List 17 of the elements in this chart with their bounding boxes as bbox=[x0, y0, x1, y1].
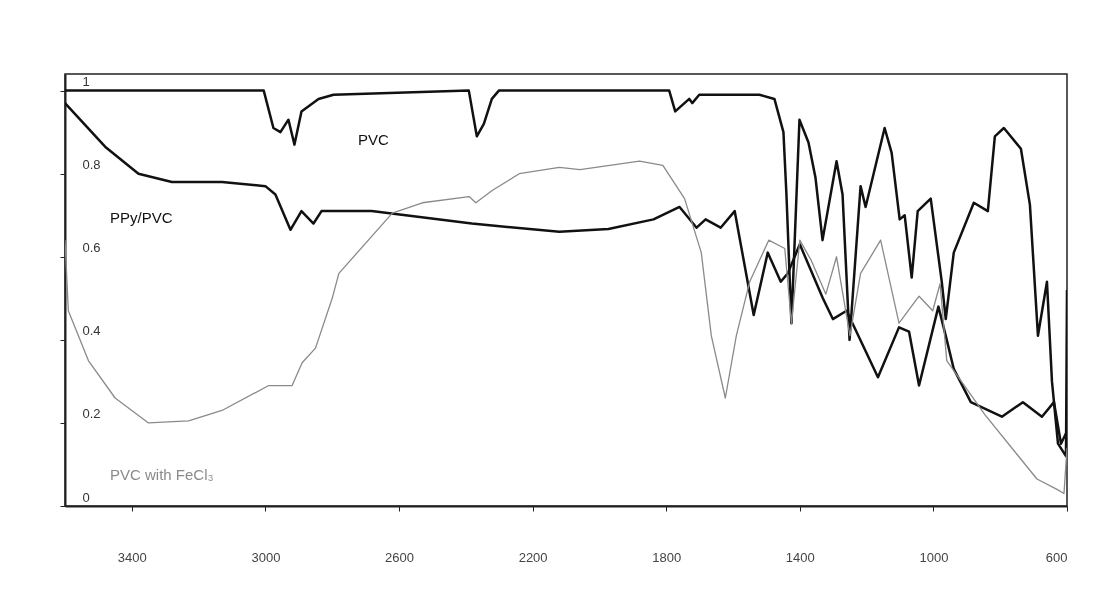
x-tick-label: 1000 bbox=[919, 549, 949, 565]
x-tick-label: 1800 bbox=[652, 549, 682, 565]
x-tick-label: 3400 bbox=[117, 549, 147, 565]
x-tick-label: 2200 bbox=[518, 549, 548, 565]
y-tick-label: 1 bbox=[82, 74, 90, 90]
series-label: PPy/PVC bbox=[110, 209, 173, 226]
x-tick-label: 2600 bbox=[385, 549, 414, 565]
y-tick-label: 0.2 bbox=[82, 406, 101, 422]
y-tick-label: 0.8 bbox=[82, 157, 101, 173]
y-tick-label: 0.6 bbox=[82, 240, 101, 256]
text: PVC bbox=[358, 131, 390, 148]
x-tick-label: 3000 bbox=[251, 549, 281, 565]
y-tick-label: 0 bbox=[82, 489, 90, 505]
y-tick-label: 0.4 bbox=[82, 323, 101, 339]
x-tick-label: 1400 bbox=[785, 549, 815, 565]
text: PVC with FeCl₃ bbox=[110, 466, 214, 483]
x-tick-label: 600 bbox=[1045, 549, 1068, 565]
